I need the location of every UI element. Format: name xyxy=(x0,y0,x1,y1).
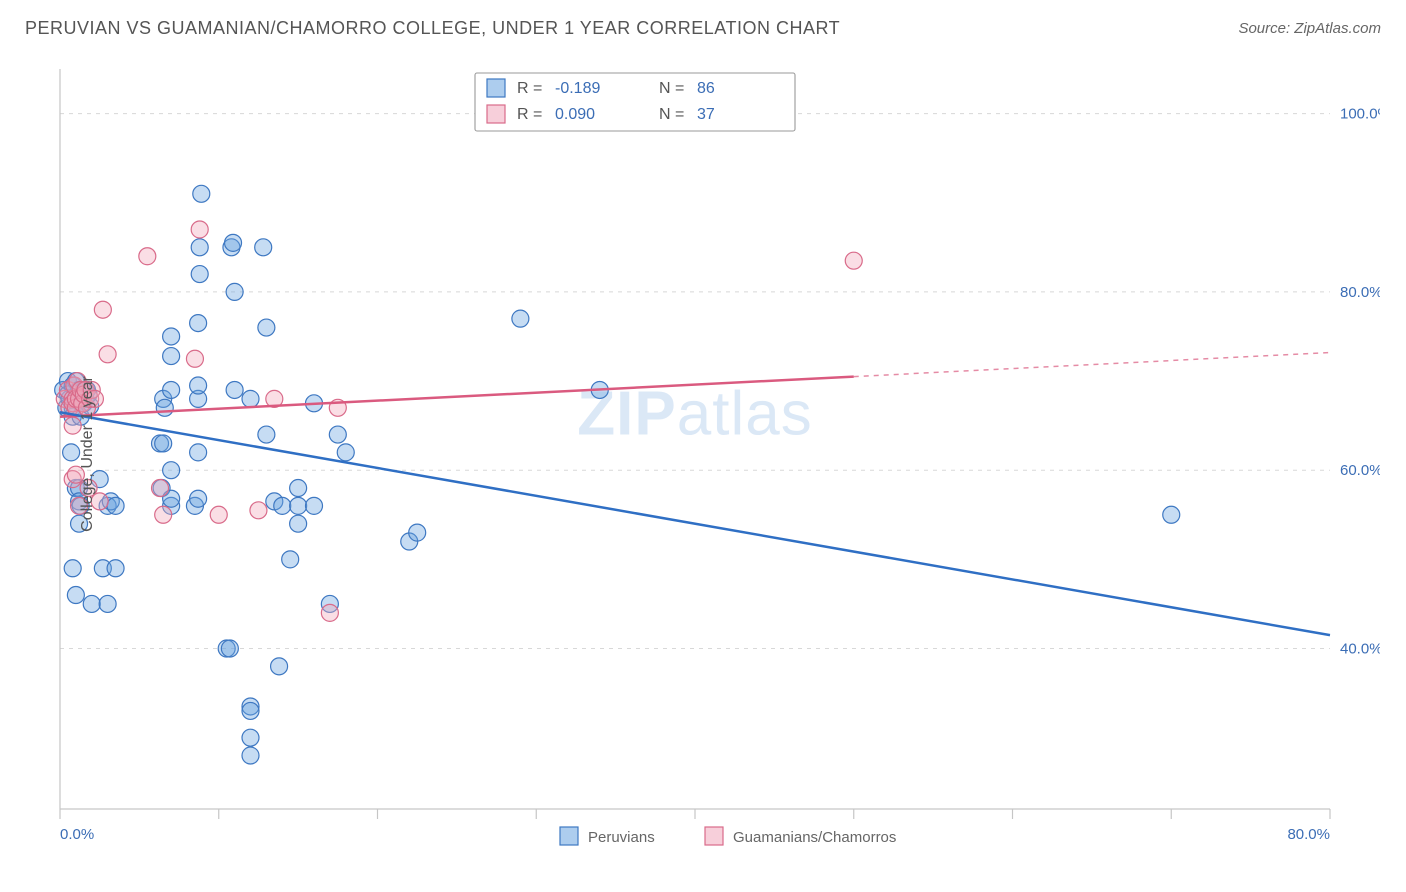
source-credit: Source: ZipAtlas.com xyxy=(1238,20,1381,37)
svg-text:0.090: 0.090 xyxy=(555,106,595,123)
chart-title: PERUVIAN VS GUAMANIAN/CHAMORRO COLLEGE, … xyxy=(25,18,840,38)
svg-text:37: 37 xyxy=(697,106,715,123)
svg-text:N =: N = xyxy=(659,80,684,97)
svg-text:80.0%: 80.0% xyxy=(1340,284,1380,301)
svg-text:-0.189: -0.189 xyxy=(555,80,600,97)
svg-text:N =: N = xyxy=(659,106,684,123)
svg-text:86: 86 xyxy=(697,80,715,97)
svg-text:100.0%: 100.0% xyxy=(1340,106,1380,123)
svg-text:Guamanians/Chamorros: Guamanians/Chamorros xyxy=(733,829,896,846)
svg-text:80.0%: 80.0% xyxy=(1287,826,1330,843)
svg-text:R =: R = xyxy=(517,80,542,97)
chart-container: College, Under 1 year 40.0%60.0%80.0%100… xyxy=(40,59,1380,849)
svg-text:60.0%: 60.0% xyxy=(1340,462,1380,479)
y-axis-label: College, Under 1 year xyxy=(79,376,97,532)
svg-text:Peruvians: Peruvians xyxy=(588,829,655,846)
svg-text:40.0%: 40.0% xyxy=(1340,641,1380,658)
svg-text:0.0%: 0.0% xyxy=(60,826,94,843)
correlation-scatter-chart: 40.0%60.0%80.0%100.0%ZIPatlas0.0%80.0%R … xyxy=(40,59,1380,849)
series-blue xyxy=(55,185,1180,764)
svg-text:R =: R = xyxy=(517,106,542,123)
